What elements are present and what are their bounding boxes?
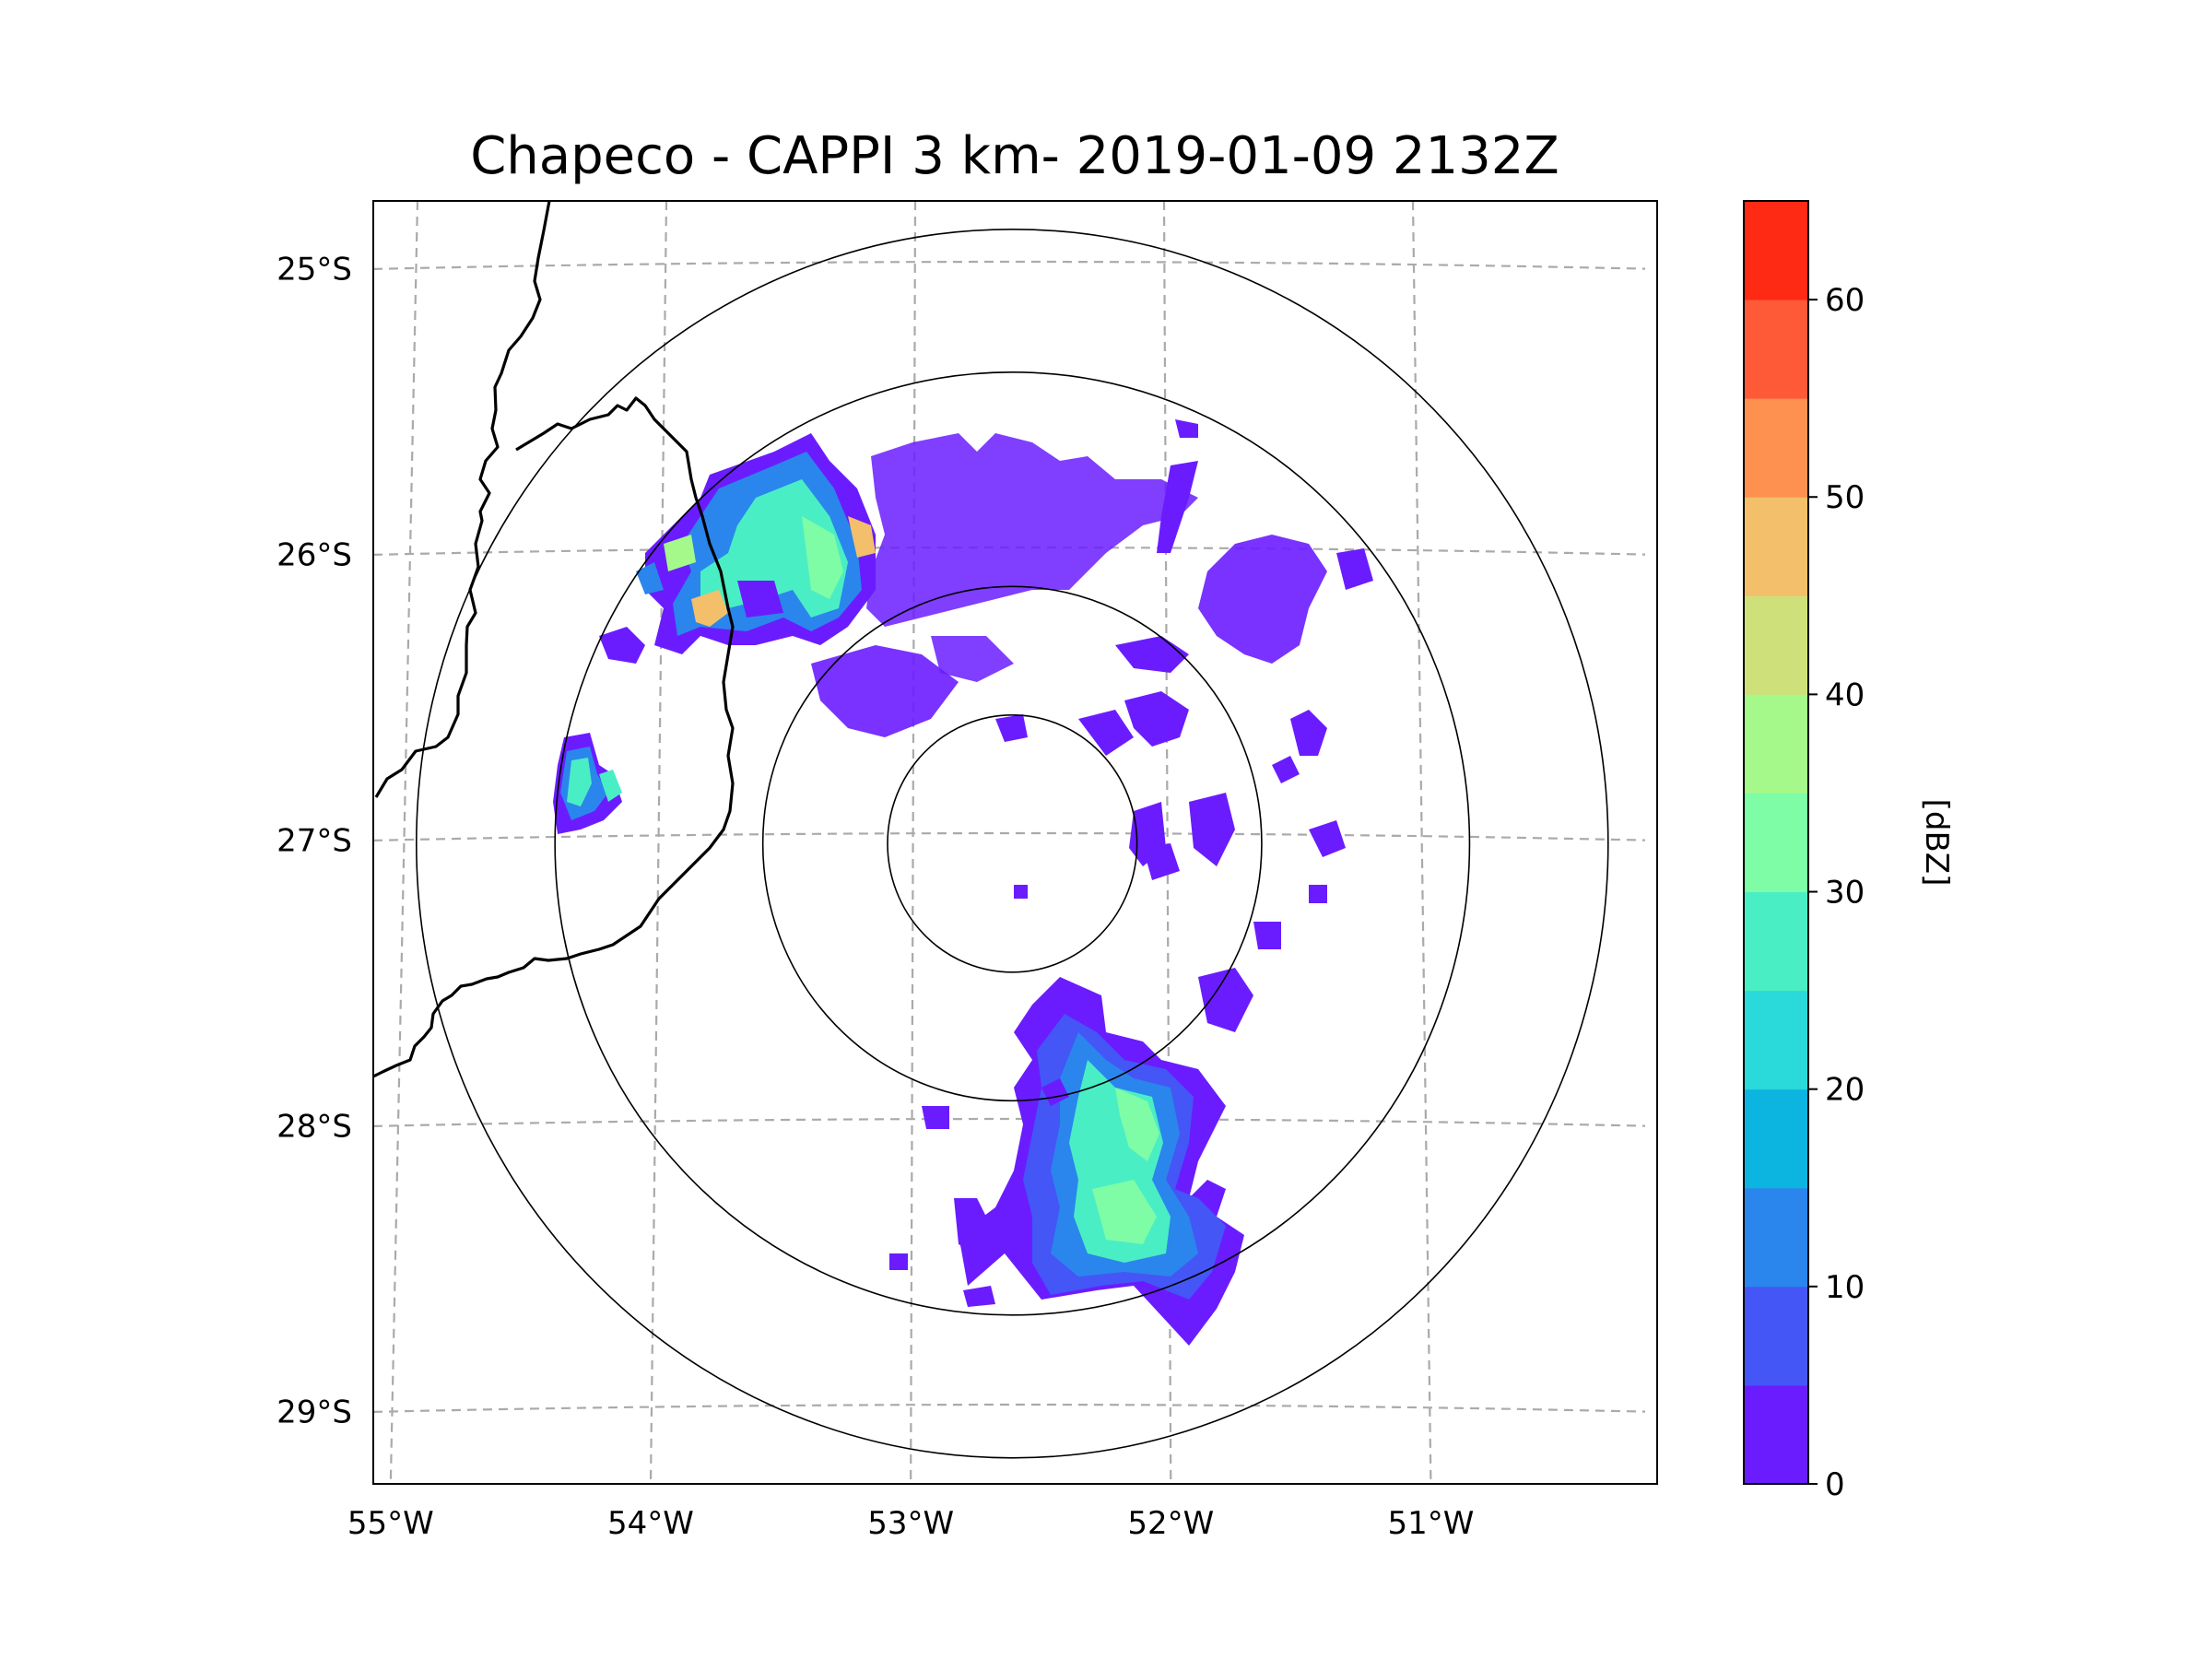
range-ring <box>761 585 1263 1102</box>
colorbar-tick-label: 50 <box>1825 479 1865 516</box>
colorbar-tick-label: 40 <box>1825 677 1865 713</box>
graticule-meridian <box>1411 201 1432 1484</box>
echo-west-patch <box>553 733 622 834</box>
lat-tick-label: 26°S <box>276 537 352 574</box>
graticule-meridian <box>649 201 668 1484</box>
colorbar-bin <box>1744 1187 1808 1288</box>
range-rings <box>415 228 1609 1459</box>
range-ring <box>887 713 1138 973</box>
colorbar-tick-label: 20 <box>1825 1072 1865 1109</box>
colorbar-bin <box>1744 891 1808 992</box>
graticule-parallel <box>373 1403 1646 1413</box>
colorbar-label: [dBZ] <box>1918 799 1955 887</box>
colorbar-tick-label: 30 <box>1825 875 1865 912</box>
echo-southern-cluster <box>889 977 1244 1346</box>
colorbar-bin <box>1744 694 1808 794</box>
echo-northeast-patch <box>1143 535 1373 880</box>
graticule-meridian <box>389 201 419 1484</box>
lon-tick-label: 52°W <box>1127 1505 1214 1542</box>
colorbar: 0 10 20 30 40 50 60 [dBZ] <box>1743 200 1955 1503</box>
lon-tick-label: 55°W <box>347 1505 434 1542</box>
range-ring <box>554 371 1471 1316</box>
lat-tick-label: 29°S <box>276 1394 352 1431</box>
colorbar-bin <box>1744 300 1808 399</box>
longitude-tick-labels: 55°W 54°W 53°W 52°W 51°W <box>347 1505 1474 1542</box>
echo-northern-scatter <box>811 419 1327 1032</box>
lon-tick-label: 51°W <box>1387 1505 1474 1542</box>
colorbar-bin <box>1744 1286 1808 1386</box>
figure-title: Chapeco - CAPPI 3 km- 2019-01-09 2132Z <box>470 126 1559 186</box>
colorbar-bin <box>1744 1088 1808 1189</box>
echo-northwest-band <box>599 433 876 664</box>
colorbar-tick-label: 60 <box>1825 282 1865 319</box>
colorbar-bin <box>1744 201 1808 300</box>
lon-tick-label: 53°W <box>867 1505 954 1542</box>
lat-tick-label: 25°S <box>276 252 352 288</box>
graticule-parallel <box>373 831 1646 841</box>
radar-echoes <box>553 419 1373 1346</box>
graticule-parallel <box>373 546 1646 556</box>
map-frame <box>372 200 1658 1485</box>
colorbar-tick-label: 0 <box>1825 1466 1845 1503</box>
latitude-tick-labels: 25°S 26°S 27°S 28°S 29°S <box>276 252 352 1431</box>
colorbar-bin <box>1744 793 1808 893</box>
map-background <box>373 201 1657 1484</box>
colorbar-bin <box>1744 497 1808 596</box>
range-ring <box>415 228 1609 1459</box>
lon-tick-label: 54°W <box>607 1505 694 1542</box>
colorbar-bin <box>1744 1384 1808 1485</box>
colorbar-bin <box>1744 398 1808 498</box>
colorbar-bin <box>1744 990 1808 1090</box>
graticule-parallel <box>373 260 1646 270</box>
lat-tick-label: 27°S <box>276 823 352 860</box>
border-lines <box>373 201 735 1078</box>
colorbar-frame <box>1743 200 1809 1485</box>
colorbar-bins <box>1744 201 1808 1485</box>
graticule-meridian <box>910 201 917 1484</box>
colorbar-ticks: 0 10 20 30 40 50 60 <box>1808 282 1865 1503</box>
colorbar-bin <box>1744 595 1808 695</box>
graticule-parallel <box>373 1117 1646 1127</box>
map-panel: 55°W 54°W 53°W 52°W 51°W 25°S 26°S 27°S 28°S 29°… <box>276 200 1658 1542</box>
lat-tick-label: 28°S <box>276 1109 352 1146</box>
colorbar-tick-label: 10 <box>1825 1269 1865 1306</box>
